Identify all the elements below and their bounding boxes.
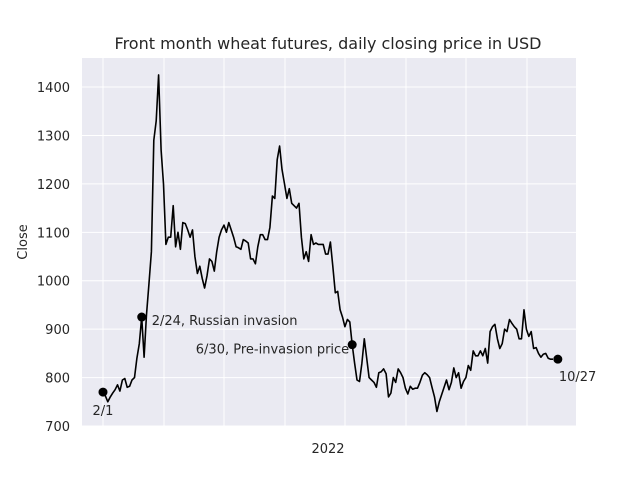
annotation-marker [98,387,108,397]
annotation-markers: 2/1 2/24, Russian invasion 6/30, Pre-invas… [93,312,596,419]
y-axis-label: Close [16,224,31,259]
y-tick-label: 700 [45,420,70,435]
annotation-marker [137,312,147,322]
annotation-label: 6/30, Pre-invasion price [196,343,349,358]
y-tick-label: 1200 [37,178,70,193]
y-tick-label: 1400 [37,81,70,96]
annotation-marker [553,354,563,364]
annotation-label: 2/1 [93,404,114,419]
series-line-close [102,74,553,413]
x-axis-label: 2022 [311,442,344,457]
annotation-marker [347,340,357,350]
y-tick-label: 800 [45,372,70,387]
chart-title: Front month wheat futures, daily closing… [115,34,542,53]
annotation-label: 10/27 [559,370,596,385]
y-tick-label: 1000 [37,275,70,290]
y-tick-label: 1100 [37,226,70,241]
annotation-label: 2/24, Russian invasion [152,314,298,329]
grid [82,58,576,427]
y-axis: 700 800 900 1000 1100 1200 1300 1400 [37,81,70,435]
y-tick-label: 1300 [37,129,70,144]
y-tick-label: 900 [45,323,70,338]
